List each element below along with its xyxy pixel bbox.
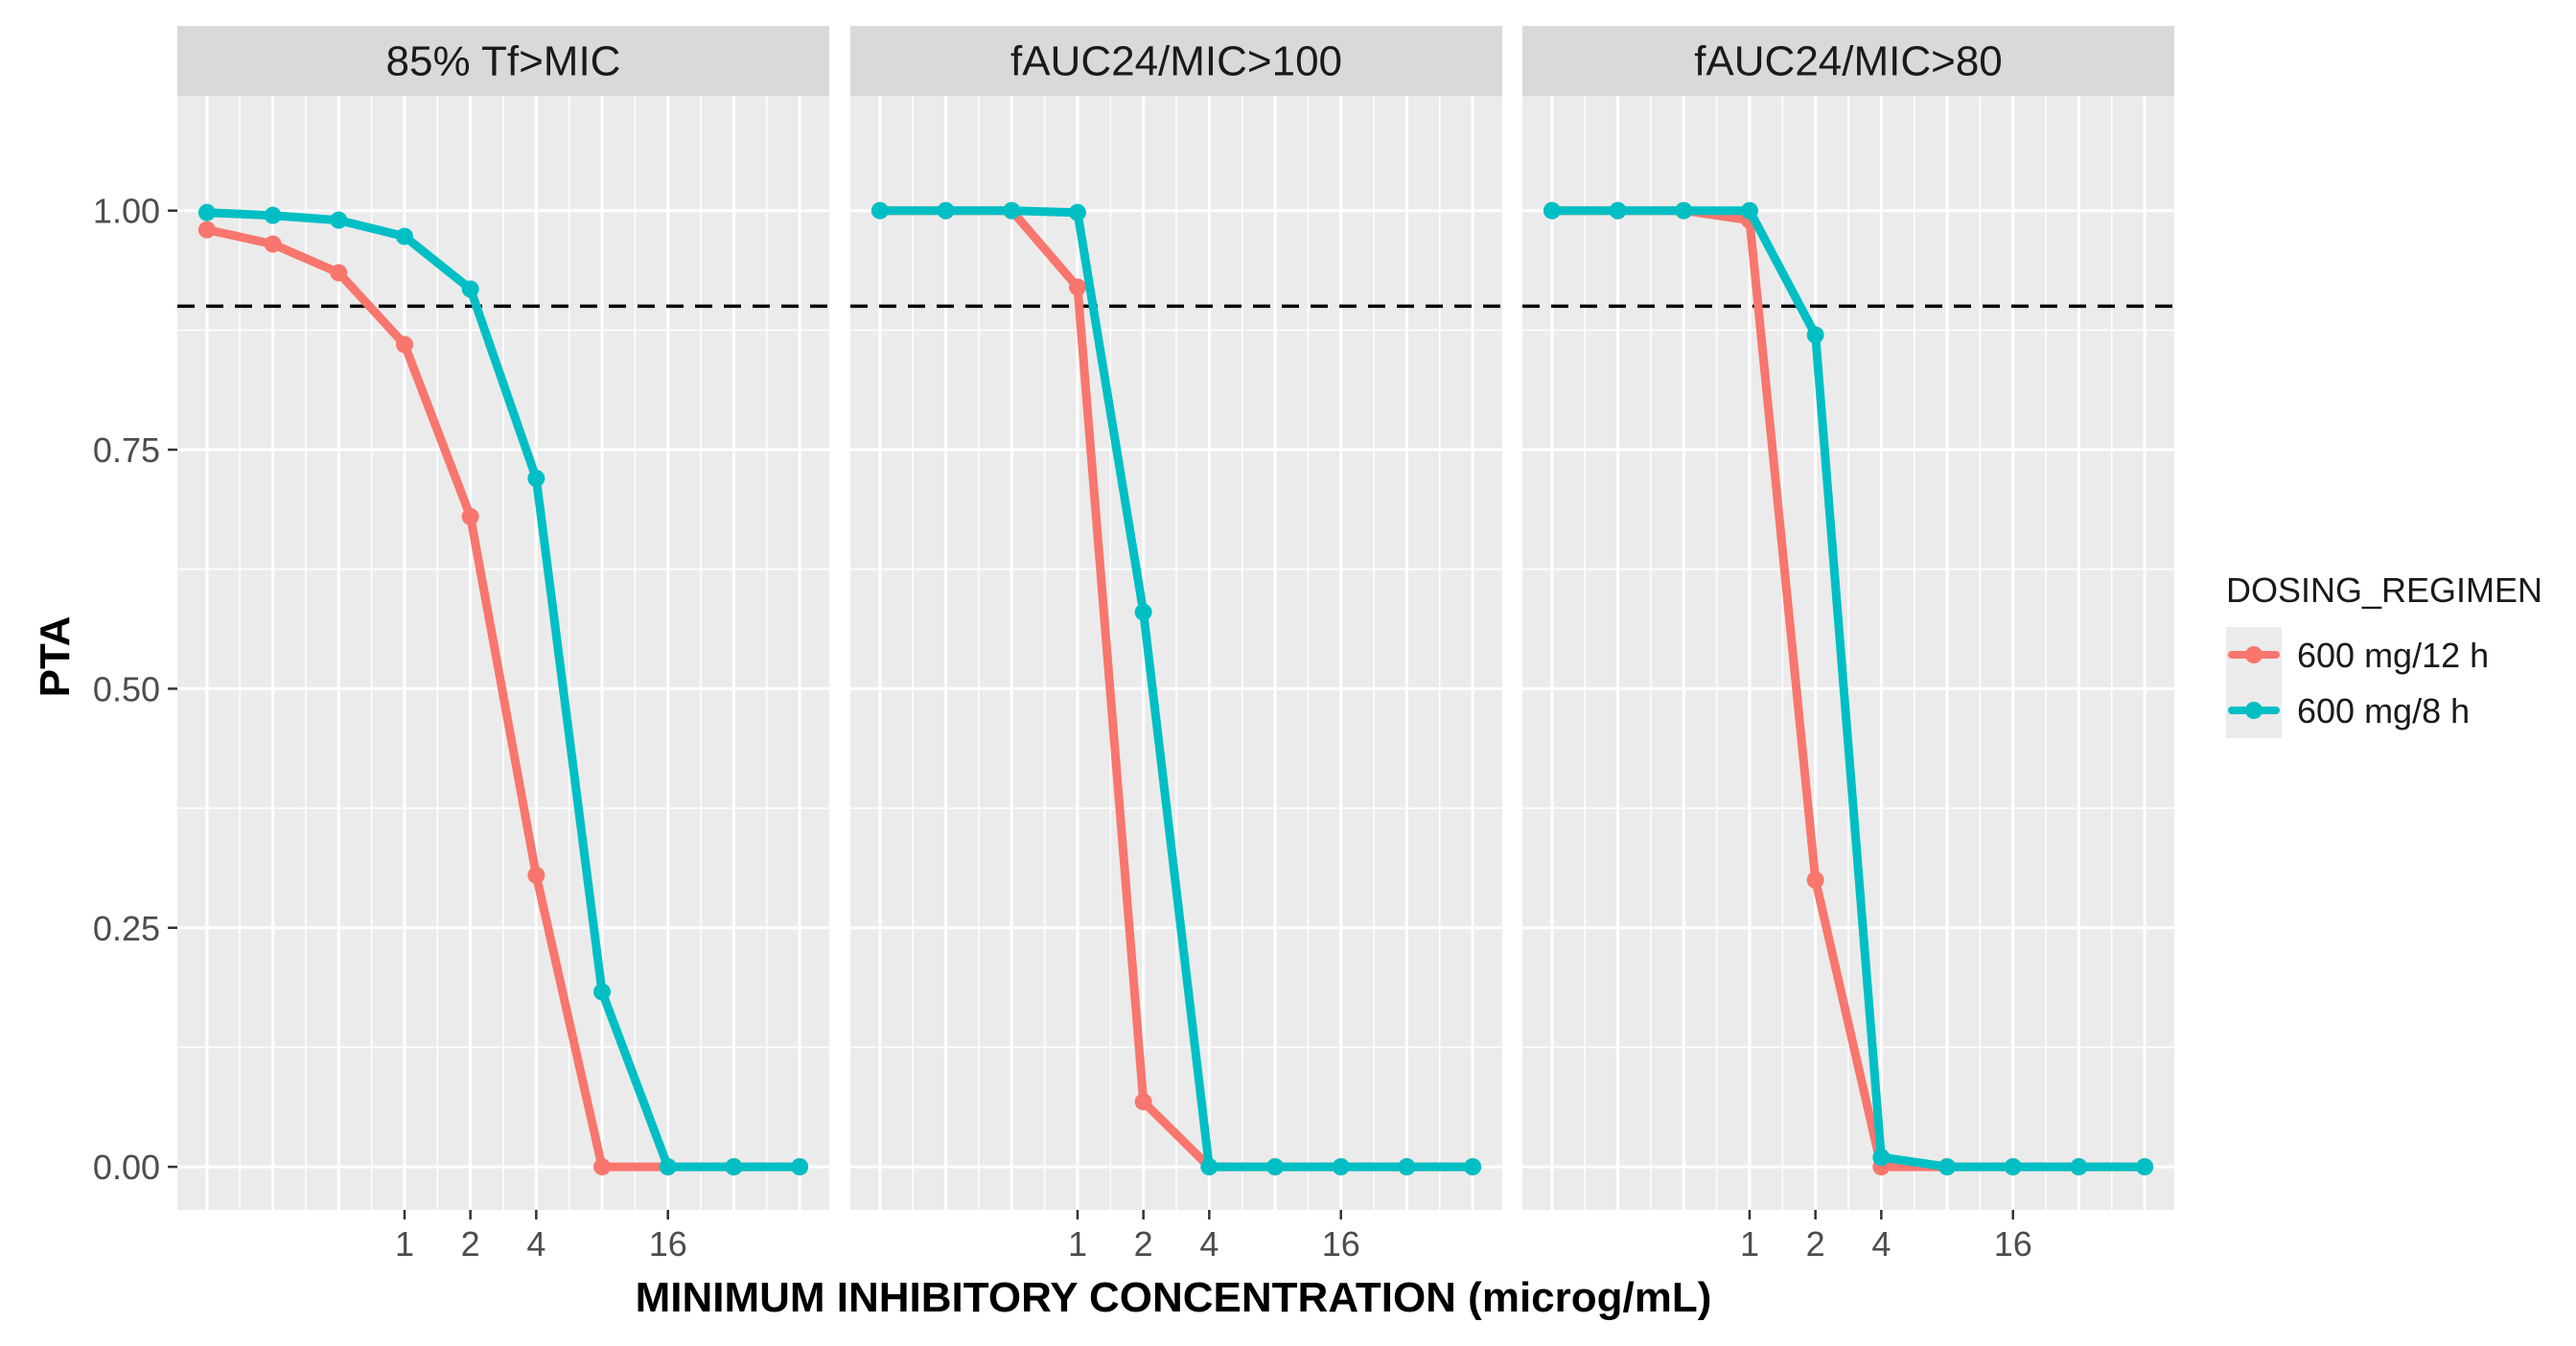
x-tick-label: 2: [461, 1224, 480, 1264]
x-tick-label: 4: [1199, 1224, 1218, 1264]
data-point: [2004, 1158, 2022, 1176]
x-tick-label: 2: [1806, 1224, 1825, 1264]
data-point: [593, 1158, 612, 1176]
facet-label: fAUC24/MIC>80: [1694, 38, 2003, 85]
y-tick-label: 0.75: [93, 430, 160, 470]
data-point: [527, 469, 545, 487]
x-tick-label: 4: [526, 1224, 545, 1264]
panels-layer: 85% Tf>MIC fAUC24/MIC>100 fAUC24/MIC>80: [177, 26, 2174, 1210]
series-line-2: [875, 206, 1477, 1172]
panel-3: fAUC24/MIC>80: [1522, 26, 2174, 1210]
data-point: [870, 201, 889, 220]
legend: DOSING_REGIMEN 600 mg/12 h 600 mg/8 h: [2226, 570, 2542, 738]
data-point: [461, 280, 479, 298]
data-point: [527, 866, 545, 884]
data-point: [791, 1158, 809, 1176]
x-tick-label: 16: [649, 1224, 687, 1264]
series-line-2: [202, 208, 804, 1172]
y-axis-title: PTA: [32, 616, 79, 698]
data-point: [1266, 1158, 1285, 1176]
legend-entry: 600 mg/8 h: [2297, 691, 2470, 731]
x-tick-label: 4: [1871, 1224, 1891, 1264]
x-tick-label: 2: [1134, 1224, 1153, 1264]
x-tick-label: 1: [1740, 1224, 1759, 1264]
data-point: [1200, 1158, 1218, 1176]
x-tick-label: 16: [1994, 1224, 2032, 1264]
facet-label: fAUC24/MIC>100: [1010, 38, 1342, 85]
data-point: [1134, 603, 1152, 621]
data-point: [1675, 201, 1693, 220]
panel-1: 85% Tf>MIC: [177, 26, 829, 1210]
x-axis-title: MINIMUM INHIBITORY CONCENTRATION (microg…: [636, 1274, 1712, 1321]
data-point: [1068, 278, 1086, 296]
y-tick-label: 0.25: [93, 909, 160, 948]
data-point: [461, 507, 479, 525]
facet-strip: [177, 26, 829, 96]
y-tick-label: 1.00: [93, 192, 160, 231]
series-line-2: [1547, 206, 2149, 1172]
legend-entry: 600 mg/12 h: [2297, 636, 2489, 675]
x-tick-label: 16: [1322, 1224, 1360, 1264]
legend-keys: 600 mg/12 h 600 mg/8 h: [2226, 627, 2489, 738]
facet-strip: [1522, 26, 2174, 96]
data-point: [1543, 201, 1561, 220]
data-point: [1398, 1158, 1416, 1176]
facet-strip: [850, 26, 1502, 96]
data-point: [1806, 870, 1824, 889]
data-point: [593, 983, 612, 1001]
data-point: [264, 235, 282, 253]
data-point: [1872, 1149, 1891, 1167]
legend-title: DOSING_REGIMEN: [2226, 570, 2542, 610]
data-point: [197, 203, 216, 221]
y-tick-label: 0.00: [93, 1148, 160, 1187]
data-point: [2070, 1158, 2088, 1176]
data-point: [659, 1158, 677, 1176]
panel-2: fAUC24/MIC>100: [850, 26, 1502, 1210]
data-point: [1740, 201, 1758, 220]
data-point: [1938, 1158, 1957, 1176]
data-point: [197, 220, 216, 239]
data-point: [1003, 201, 1021, 220]
x-tick-label: 1: [395, 1224, 414, 1264]
data-point: [395, 227, 413, 245]
data-point: [264, 206, 282, 224]
facet-label: 85% Tf>MIC: [386, 38, 621, 85]
data-point: [1332, 1158, 1350, 1176]
y-tick-label: 0.50: [93, 669, 160, 708]
axes-layer: 1 2 4 16 1 2 4 16 1 2 4 16 0.00 0.25 0.50 0.75 1.00: [93, 192, 2032, 1264]
data-point: [1068, 203, 1086, 221]
data-point: [330, 264, 348, 282]
data-point: [725, 1158, 743, 1176]
data-point: [330, 211, 348, 229]
x-tick-label: 1: [1068, 1224, 1087, 1264]
data-point: [937, 201, 955, 220]
data-point: [1464, 1158, 1482, 1176]
data-point: [2136, 1158, 2154, 1176]
data-point: [395, 336, 413, 354]
data-point: [1134, 1093, 1152, 1111]
legend-key-point: [2245, 702, 2263, 719]
data-point: [1806, 326, 1824, 344]
legend-key-point: [2245, 646, 2263, 663]
data-point: [1609, 201, 1627, 220]
